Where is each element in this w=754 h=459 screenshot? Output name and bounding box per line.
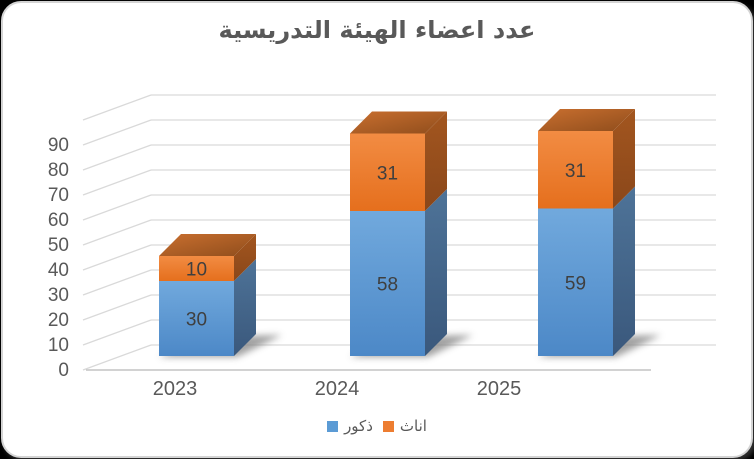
svg-text:30: 30 — [48, 285, 69, 306]
svg-text:0: 0 — [58, 360, 69, 381]
svg-text:10: 10 — [48, 335, 69, 356]
chart-plot-area: 0 10 20 30 40 50 60 70 80 90 30 10 2023 58 31 2024 59 31 2… — [48, 94, 716, 400]
category-label-2025: 2025 — [477, 378, 522, 400]
svg-text:90: 90 — [48, 135, 69, 156]
bar-2025: 59 31 — [538, 109, 661, 357]
chart-title: عدد اعضاء الهيئة التدريسية — [218, 16, 536, 44]
category-label-2023: 2023 — [153, 378, 198, 400]
data-label-males-2023: 30 — [186, 310, 207, 331]
bar-2024: 58 31 — [350, 111, 473, 357]
svg-text:50: 50 — [48, 235, 69, 256]
legend-swatch-females-icon — [382, 420, 394, 432]
data-label-males-2024: 58 — [377, 275, 398, 296]
svg-text:40: 40 — [48, 260, 69, 281]
chart-legend: ذكور اناث — [3, 417, 751, 435]
legend-item-females: اناث — [382, 417, 427, 435]
category-label-2024: 2024 — [315, 378, 360, 400]
svg-text:70: 70 — [48, 185, 69, 206]
legend-swatch-males-icon — [327, 420, 339, 432]
data-label-females-2024: 31 — [377, 163, 398, 184]
data-label-females-2023: 10 — [186, 260, 207, 281]
legend-label-females: اناث — [399, 418, 427, 435]
svg-text:60: 60 — [48, 210, 69, 231]
svg-text:80: 80 — [48, 160, 69, 181]
svg-text:20: 20 — [48, 310, 69, 331]
data-label-males-2025: 59 — [565, 273, 586, 294]
bar-2023: 30 10 — [159, 234, 282, 357]
legend-label-males: ذكور — [344, 418, 373, 435]
legend-item-males: ذكور — [327, 417, 373, 435]
data-label-females-2025: 31 — [565, 161, 586, 182]
